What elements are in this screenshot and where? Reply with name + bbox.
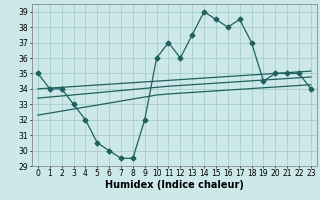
X-axis label: Humidex (Indice chaleur): Humidex (Indice chaleur)	[105, 180, 244, 190]
